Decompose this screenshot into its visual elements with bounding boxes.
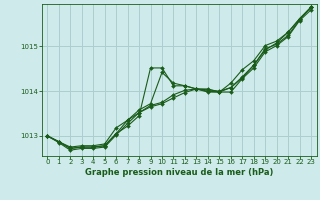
X-axis label: Graphe pression niveau de la mer (hPa): Graphe pression niveau de la mer (hPa)	[85, 168, 273, 177]
